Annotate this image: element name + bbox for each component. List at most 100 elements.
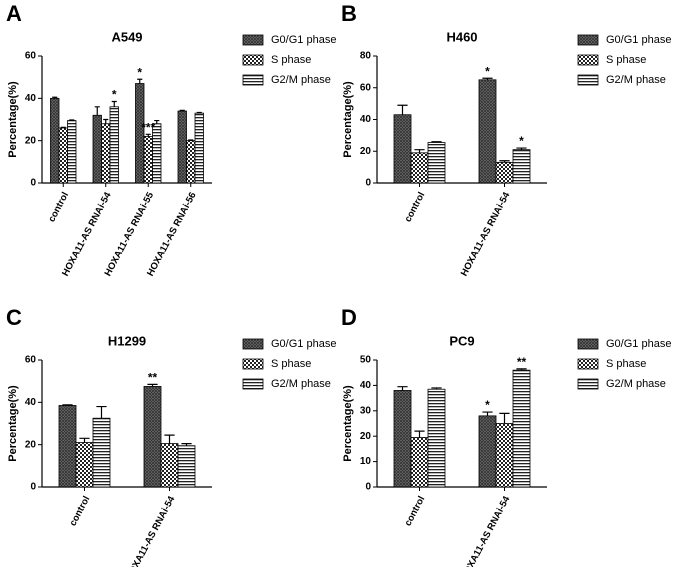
significance-mark: *: [485, 398, 490, 412]
legend-label: S phase: [606, 54, 646, 66]
panel-letter: B: [341, 1, 357, 26]
legend-label: G0/G1 phase: [606, 338, 671, 350]
bar: [109, 106, 119, 184]
bar: [478, 79, 497, 184]
bar: [75, 442, 94, 488]
error-bar: [431, 141, 442, 143]
bar: [410, 437, 429, 488]
x-tick-label: control: [403, 494, 428, 528]
error-bar: [96, 405, 107, 419]
x-tick-label: control: [68, 494, 93, 528]
y-tick-label: 0: [365, 482, 371, 493]
y-tick-label: 10: [360, 456, 372, 467]
y-tick-label: 40: [360, 380, 372, 391]
x-tick-label: HOXA11-AS RNAi-54: [459, 494, 513, 567]
bar: [393, 390, 412, 488]
chart-title: H1299: [108, 333, 146, 348]
legend-label: G2/M phase: [606, 74, 666, 86]
chart-panel: A A549 Percentage(%) 0 20 40 60 control HOXA11-A…: [6, 1, 336, 278]
legend-label: G0/G1 phase: [271, 34, 336, 46]
error-bar: [516, 147, 527, 150]
error-bar: [103, 118, 109, 124]
y-tick-label: 0: [30, 178, 36, 189]
legend-label: S phase: [271, 358, 311, 370]
x-tick-label: HOXA11-AS RNAi-54: [124, 494, 178, 567]
error-bar: [179, 109, 185, 112]
significance-mark: *: [519, 134, 524, 148]
y-tick-label: 20: [25, 439, 37, 450]
y-tick-label: 30: [360, 405, 372, 416]
chart-panel: D PC9 Percentage(%) 0 10 20 30 40 50 control HOXA1…: [341, 305, 671, 567]
bar: [410, 152, 429, 184]
y-tick-label: 60: [25, 355, 37, 366]
y-tick-label: 40: [25, 397, 37, 408]
chart-panel: C H1299 Percentage(%) 0 20 40 60 control HOXA11-…: [6, 305, 336, 567]
x-tick-label: control: [403, 190, 428, 224]
y-tick-label: 80: [360, 51, 372, 62]
panel-letter: A: [6, 1, 22, 26]
error-bar: [414, 149, 425, 153]
panel-letter: C: [6, 305, 22, 330]
bar: [67, 120, 77, 184]
error-bar: [60, 126, 66, 128]
legend-label: G0/G1 phase: [271, 338, 336, 350]
legend-swatch: [577, 358, 599, 370]
legend-swatch: [242, 338, 264, 350]
chart-title: PC9: [449, 333, 474, 348]
y-tick-label: 50: [360, 355, 372, 366]
bar: [92, 114, 102, 184]
significance-mark: *: [112, 88, 117, 102]
y-tick-label: 60: [25, 51, 37, 62]
error-bar: [196, 111, 202, 114]
legend-label: S phase: [271, 54, 311, 66]
error-bar: [397, 104, 408, 115]
bar: [92, 417, 111, 488]
legend-swatch: [577, 74, 599, 86]
error-bar: [431, 387, 442, 390]
y-tick-label: 20: [25, 135, 37, 146]
bar: [495, 423, 514, 488]
bar: [427, 388, 446, 488]
error-bar: [69, 119, 75, 121]
bar: [143, 386, 162, 488]
error-bar: [94, 106, 100, 116]
y-tick-label: 20: [360, 146, 372, 157]
error-bar: [145, 133, 151, 137]
error-bar: [154, 119, 160, 124]
error-bar: [147, 383, 158, 387]
error-bar: [79, 437, 90, 443]
error-bar: [111, 100, 117, 107]
bar: [143, 136, 153, 184]
chart-title: A549: [111, 29, 142, 44]
error-bar: [482, 77, 493, 80]
bar: [495, 161, 514, 184]
error-bar: [516, 368, 527, 371]
error-bar: [499, 412, 510, 424]
y-tick-label: 40: [25, 93, 37, 104]
y-tick-label: 60: [360, 82, 372, 93]
y-axis-label: Percentage(%): [342, 385, 354, 462]
panel-letter: D: [341, 305, 357, 330]
y-axis-label: Percentage(%): [7, 385, 19, 462]
bar: [194, 112, 204, 184]
error-bar: [164, 434, 175, 444]
y-tick-label: 0: [365, 178, 371, 189]
y-tick-label: 20: [360, 431, 372, 442]
bar: [58, 405, 77, 488]
legend-swatch: [577, 338, 599, 350]
bar: [186, 140, 196, 184]
bar: [58, 127, 68, 184]
bar: [160, 443, 179, 488]
legend-swatch: [242, 34, 264, 46]
x-tick-label: HOXA11-AS RNAi-56: [145, 190, 199, 278]
significance-mark: ***: [141, 120, 155, 134]
bar: [177, 445, 196, 488]
chart-title: H460: [446, 29, 477, 44]
bar: [478, 415, 497, 488]
error-bar: [414, 430, 425, 438]
legend-label: G2/M phase: [606, 378, 666, 390]
y-axis-label: Percentage(%): [7, 81, 19, 158]
bar: [101, 123, 111, 184]
error-bar: [52, 96, 58, 99]
